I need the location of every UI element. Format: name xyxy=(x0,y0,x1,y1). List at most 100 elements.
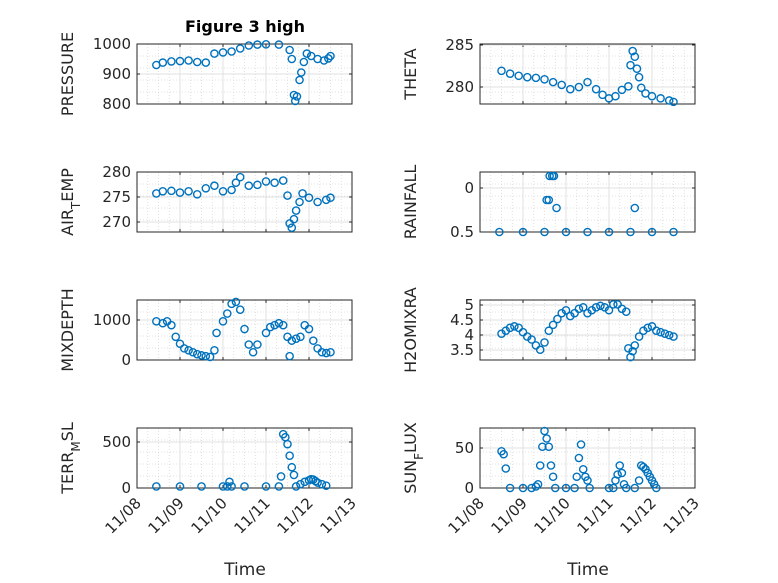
data-point xyxy=(540,227,549,237)
data-point xyxy=(274,318,284,328)
data-point xyxy=(304,324,314,334)
data-point xyxy=(188,347,198,357)
data-point xyxy=(527,335,536,344)
data-point xyxy=(210,346,219,355)
data-point xyxy=(583,227,592,237)
y-axis-label-3: RAINFALL xyxy=(401,165,420,240)
x-axis-label-right: Time xyxy=(566,560,609,580)
y-tick-label: 0 xyxy=(464,479,474,497)
data-point xyxy=(664,330,674,340)
x-tick-label: 11/13 xyxy=(317,494,360,537)
data-point xyxy=(576,440,586,449)
data-point xyxy=(261,177,271,186)
data-point xyxy=(218,482,228,491)
data-point xyxy=(152,482,161,491)
y-tick-label: 0.5 xyxy=(450,223,474,241)
data-point xyxy=(561,483,571,493)
data-point xyxy=(639,462,648,472)
data-point xyxy=(244,340,254,349)
data-point xyxy=(518,483,528,493)
axes-box xyxy=(479,43,696,105)
data-point xyxy=(326,347,335,357)
data-point xyxy=(291,334,301,344)
data-point xyxy=(611,91,620,101)
data-point xyxy=(265,322,275,332)
figure-title: Figure 3 high xyxy=(185,17,305,36)
data-point xyxy=(244,41,254,50)
y-axis-label-4: MIXDEPTH xyxy=(58,288,77,371)
data-point xyxy=(201,183,211,193)
data-point xyxy=(210,181,219,191)
data-point xyxy=(253,340,262,349)
y-tick-label: 3.5 xyxy=(450,341,474,359)
data-point xyxy=(326,193,335,203)
data-point xyxy=(274,40,284,49)
data-point xyxy=(313,478,322,487)
data-point xyxy=(501,464,511,473)
data-point xyxy=(613,300,622,309)
data-point xyxy=(596,301,605,311)
data-point xyxy=(175,482,185,491)
data-point xyxy=(278,176,288,185)
data-point xyxy=(628,46,637,56)
data-point xyxy=(235,305,245,314)
y-tick-label: 1000 xyxy=(93,35,131,53)
data-point xyxy=(289,214,299,224)
data-point xyxy=(617,468,627,478)
data-point xyxy=(652,326,661,336)
data-point xyxy=(664,96,674,105)
data-point xyxy=(591,303,601,312)
data-point xyxy=(656,94,665,103)
data-point xyxy=(283,191,292,200)
data-point xyxy=(626,60,635,70)
data-point xyxy=(158,58,168,67)
data-point xyxy=(531,482,541,491)
data-point xyxy=(218,186,228,196)
data-point xyxy=(548,77,558,87)
data-point xyxy=(505,483,515,493)
data-point xyxy=(591,84,601,94)
data-point xyxy=(550,483,560,493)
data-point xyxy=(548,472,558,482)
data-point xyxy=(192,349,202,359)
data-point xyxy=(533,479,543,489)
data-point xyxy=(175,56,185,66)
data-point xyxy=(225,477,234,487)
data-point xyxy=(287,54,297,64)
data-point xyxy=(510,322,519,331)
data-point xyxy=(669,227,678,237)
data-point xyxy=(235,172,245,182)
data-point xyxy=(296,332,305,342)
data-point xyxy=(248,347,258,357)
subplot-theta: 280 285 THETA xyxy=(401,36,696,107)
data-point xyxy=(630,52,640,62)
data-point xyxy=(317,347,327,357)
y-tick-label: 280 xyxy=(445,78,474,96)
data-point xyxy=(538,442,547,452)
y-axis-label-0: PRESSURE xyxy=(58,32,77,116)
data-point xyxy=(296,479,305,489)
data-point xyxy=(175,339,185,349)
data-point xyxy=(585,483,594,493)
data-point xyxy=(171,332,180,342)
data-point xyxy=(326,51,335,61)
data-point xyxy=(158,318,168,328)
data-point xyxy=(549,171,559,181)
data-point xyxy=(544,326,554,336)
data-point xyxy=(630,483,640,493)
y-tick-label: 50 xyxy=(455,439,474,457)
data-point xyxy=(544,442,554,452)
x-tick-label: 11/10 xyxy=(531,494,574,537)
data-point xyxy=(227,482,236,491)
data-point xyxy=(261,40,271,49)
data-point xyxy=(231,297,241,307)
data-point xyxy=(632,64,642,74)
data-point xyxy=(615,461,625,470)
data-point xyxy=(561,227,571,237)
data-point xyxy=(535,345,545,355)
data-point xyxy=(505,69,515,78)
data-point xyxy=(291,206,301,215)
y-tick-label: 275 xyxy=(102,188,131,206)
y-tick-label: 4 xyxy=(464,326,474,344)
x-tick-label: 11/10 xyxy=(188,494,231,537)
